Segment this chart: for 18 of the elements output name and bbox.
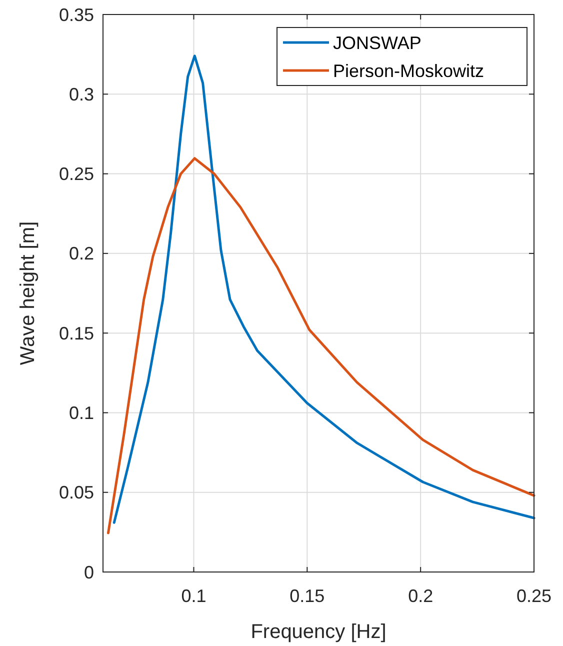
x-tick-label: 0.1: [181, 586, 206, 606]
line-series: [112, 54, 536, 524]
x-axis-title: Frequency [Hz]: [250, 621, 386, 643]
y-tick-label: 0.3: [68, 84, 94, 104]
x-tick-label: 0.25: [516, 586, 552, 606]
y-tick-label: 0: [84, 562, 94, 582]
x-tick-label: 0.15: [290, 586, 325, 606]
y-tick-label: 0.1: [68, 403, 94, 424]
y-tick-label: 0.35: [58, 4, 94, 25]
y-axis-title: Wave height [m]: [17, 221, 39, 366]
y-tick-label: 0.15: [58, 323, 94, 344]
x-tick-label: 0.2: [408, 586, 434, 606]
line-series: [106, 157, 536, 534]
y-tick-label: 0.2: [68, 244, 94, 264]
y-tick-label: 0.25: [58, 164, 94, 184]
legend-label: JONSWAP: [333, 32, 422, 53]
y-tick-label: 0.05: [58, 482, 94, 503]
legend-label: Pierson-Moskowitz: [333, 60, 484, 81]
